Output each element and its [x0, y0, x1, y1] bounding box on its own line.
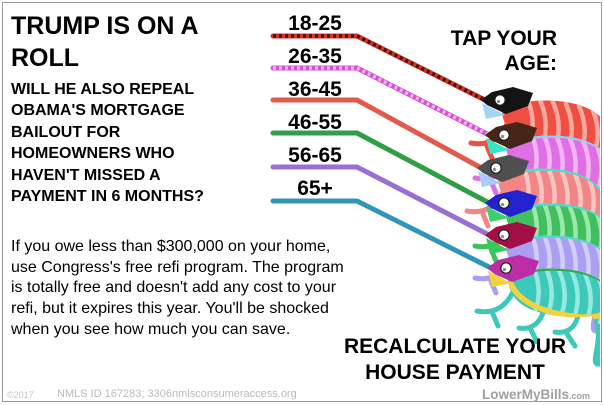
- tongue-65+: [270, 198, 498, 273]
- chameleon-chin: [478, 171, 501, 187]
- question-text: WILL HE ALSO REPEAL OBAMA'S MORTGAGE BAILO…: [11, 79, 241, 207]
- text-line: HOUSE PAYMENT: [365, 360, 545, 384]
- text-line: WILL HE ALSO REPEAL: [11, 81, 195, 98]
- chameleon-pupil: [502, 267, 507, 272]
- tap-your-age-label: TAP YOUR AGE:: [397, 26, 557, 76]
- chameleon-eye: [498, 197, 510, 209]
- text-line: If you owe less than $300,000 on your ho…: [11, 238, 331, 255]
- chameleon-46-55: [472, 190, 600, 302]
- chameleon-head: [487, 255, 539, 282]
- age-option-65+[interactable]: 65+: [297, 177, 333, 200]
- chameleon-pupil: [500, 134, 505, 139]
- lowermybills-logo[interactable]: LowerMyBills.com: [482, 386, 590, 404]
- chameleon-chin: [486, 138, 509, 154]
- brand-tld: .com: [568, 391, 590, 401]
- chameleon-eye: [498, 129, 510, 141]
- text-line: BAILOUT FOR: [11, 123, 121, 141]
- age-option-26-35[interactable]: 26-35: [288, 45, 342, 68]
- tongue-56-65: [270, 164, 496, 240]
- text-line: TRUMP IS ON A: [11, 12, 199, 40]
- chameleon-eye: [490, 162, 502, 174]
- brand-name: LowerMyBills: [481, 387, 569, 402]
- chameleon-65+: [474, 255, 600, 367]
- headline: TRUMP IS ON A ROLL: [11, 10, 261, 74]
- chameleon-pupil: [500, 202, 505, 207]
- chameleon-pupil: [500, 234, 505, 239]
- age-option-36-45[interactable]: 36-45: [288, 78, 342, 101]
- text-line: OBAMA'S MORTGAGE: [11, 102, 185, 120]
- text-line: is totally free and doesn't add any cost…: [11, 279, 337, 297]
- chameleon-head: [485, 122, 537, 149]
- chameleon-chin: [482, 103, 505, 119]
- chameleon-eye: [498, 229, 510, 241]
- chameleon-pupil: [492, 167, 497, 172]
- body-copy: If you owe less than $300,000 on your ho…: [11, 237, 373, 341]
- text-line: HOMEOWNERS WHO: [11, 145, 175, 163]
- chameleon-head: [485, 222, 537, 249]
- nmls-id-text: NMLS ID 167283; 3306: [57, 388, 172, 400]
- text-line: refi, but it expires this year. You'll b…: [11, 300, 329, 318]
- chameleon-pupil: [496, 99, 501, 104]
- chameleon-eye: [494, 94, 506, 106]
- text-line: when you see how much you can save.: [11, 320, 291, 338]
- chameleon-head: [481, 87, 533, 114]
- text-line: HAVEN'T MISSED A: [11, 166, 161, 184]
- chameleon-head: [477, 155, 529, 182]
- tongue-36-45: [270, 97, 488, 173]
- age-option-18-25[interactable]: 18-25: [288, 12, 342, 35]
- text-line: PAYMENT IN 6 MONTHS?: [11, 188, 204, 206]
- tongue-46-55: [270, 130, 496, 208]
- chameleon-eye: [500, 262, 512, 274]
- chameleon-chin: [488, 271, 511, 287]
- chameleon-chin: [486, 206, 509, 222]
- recalculate-cta[interactable]: RECALCULATE YOUR HOUSE PAYMENT: [330, 334, 580, 385]
- text-line: RECALCULATE YOUR: [343, 335, 567, 358]
- chameleon-head: [485, 190, 537, 217]
- text-line: AGE:: [504, 52, 558, 75]
- age-option-46-55[interactable]: 46-55: [288, 111, 342, 134]
- text-line: ROLL: [11, 44, 80, 72]
- nmls-site-text: nmlsconsumeraccess.org: [172, 388, 297, 400]
- text-line: TAP YOUR: [450, 27, 557, 50]
- text-line: use Congress's free refi program. The pr…: [11, 258, 344, 276]
- copyright-text: ©2017: [7, 390, 34, 400]
- age-option-56-65[interactable]: 56-65: [288, 144, 342, 167]
- chameleon-front-leg: [474, 289, 516, 329]
- chameleon-chin: [486, 238, 509, 254]
- belly-band: [508, 281, 600, 320]
